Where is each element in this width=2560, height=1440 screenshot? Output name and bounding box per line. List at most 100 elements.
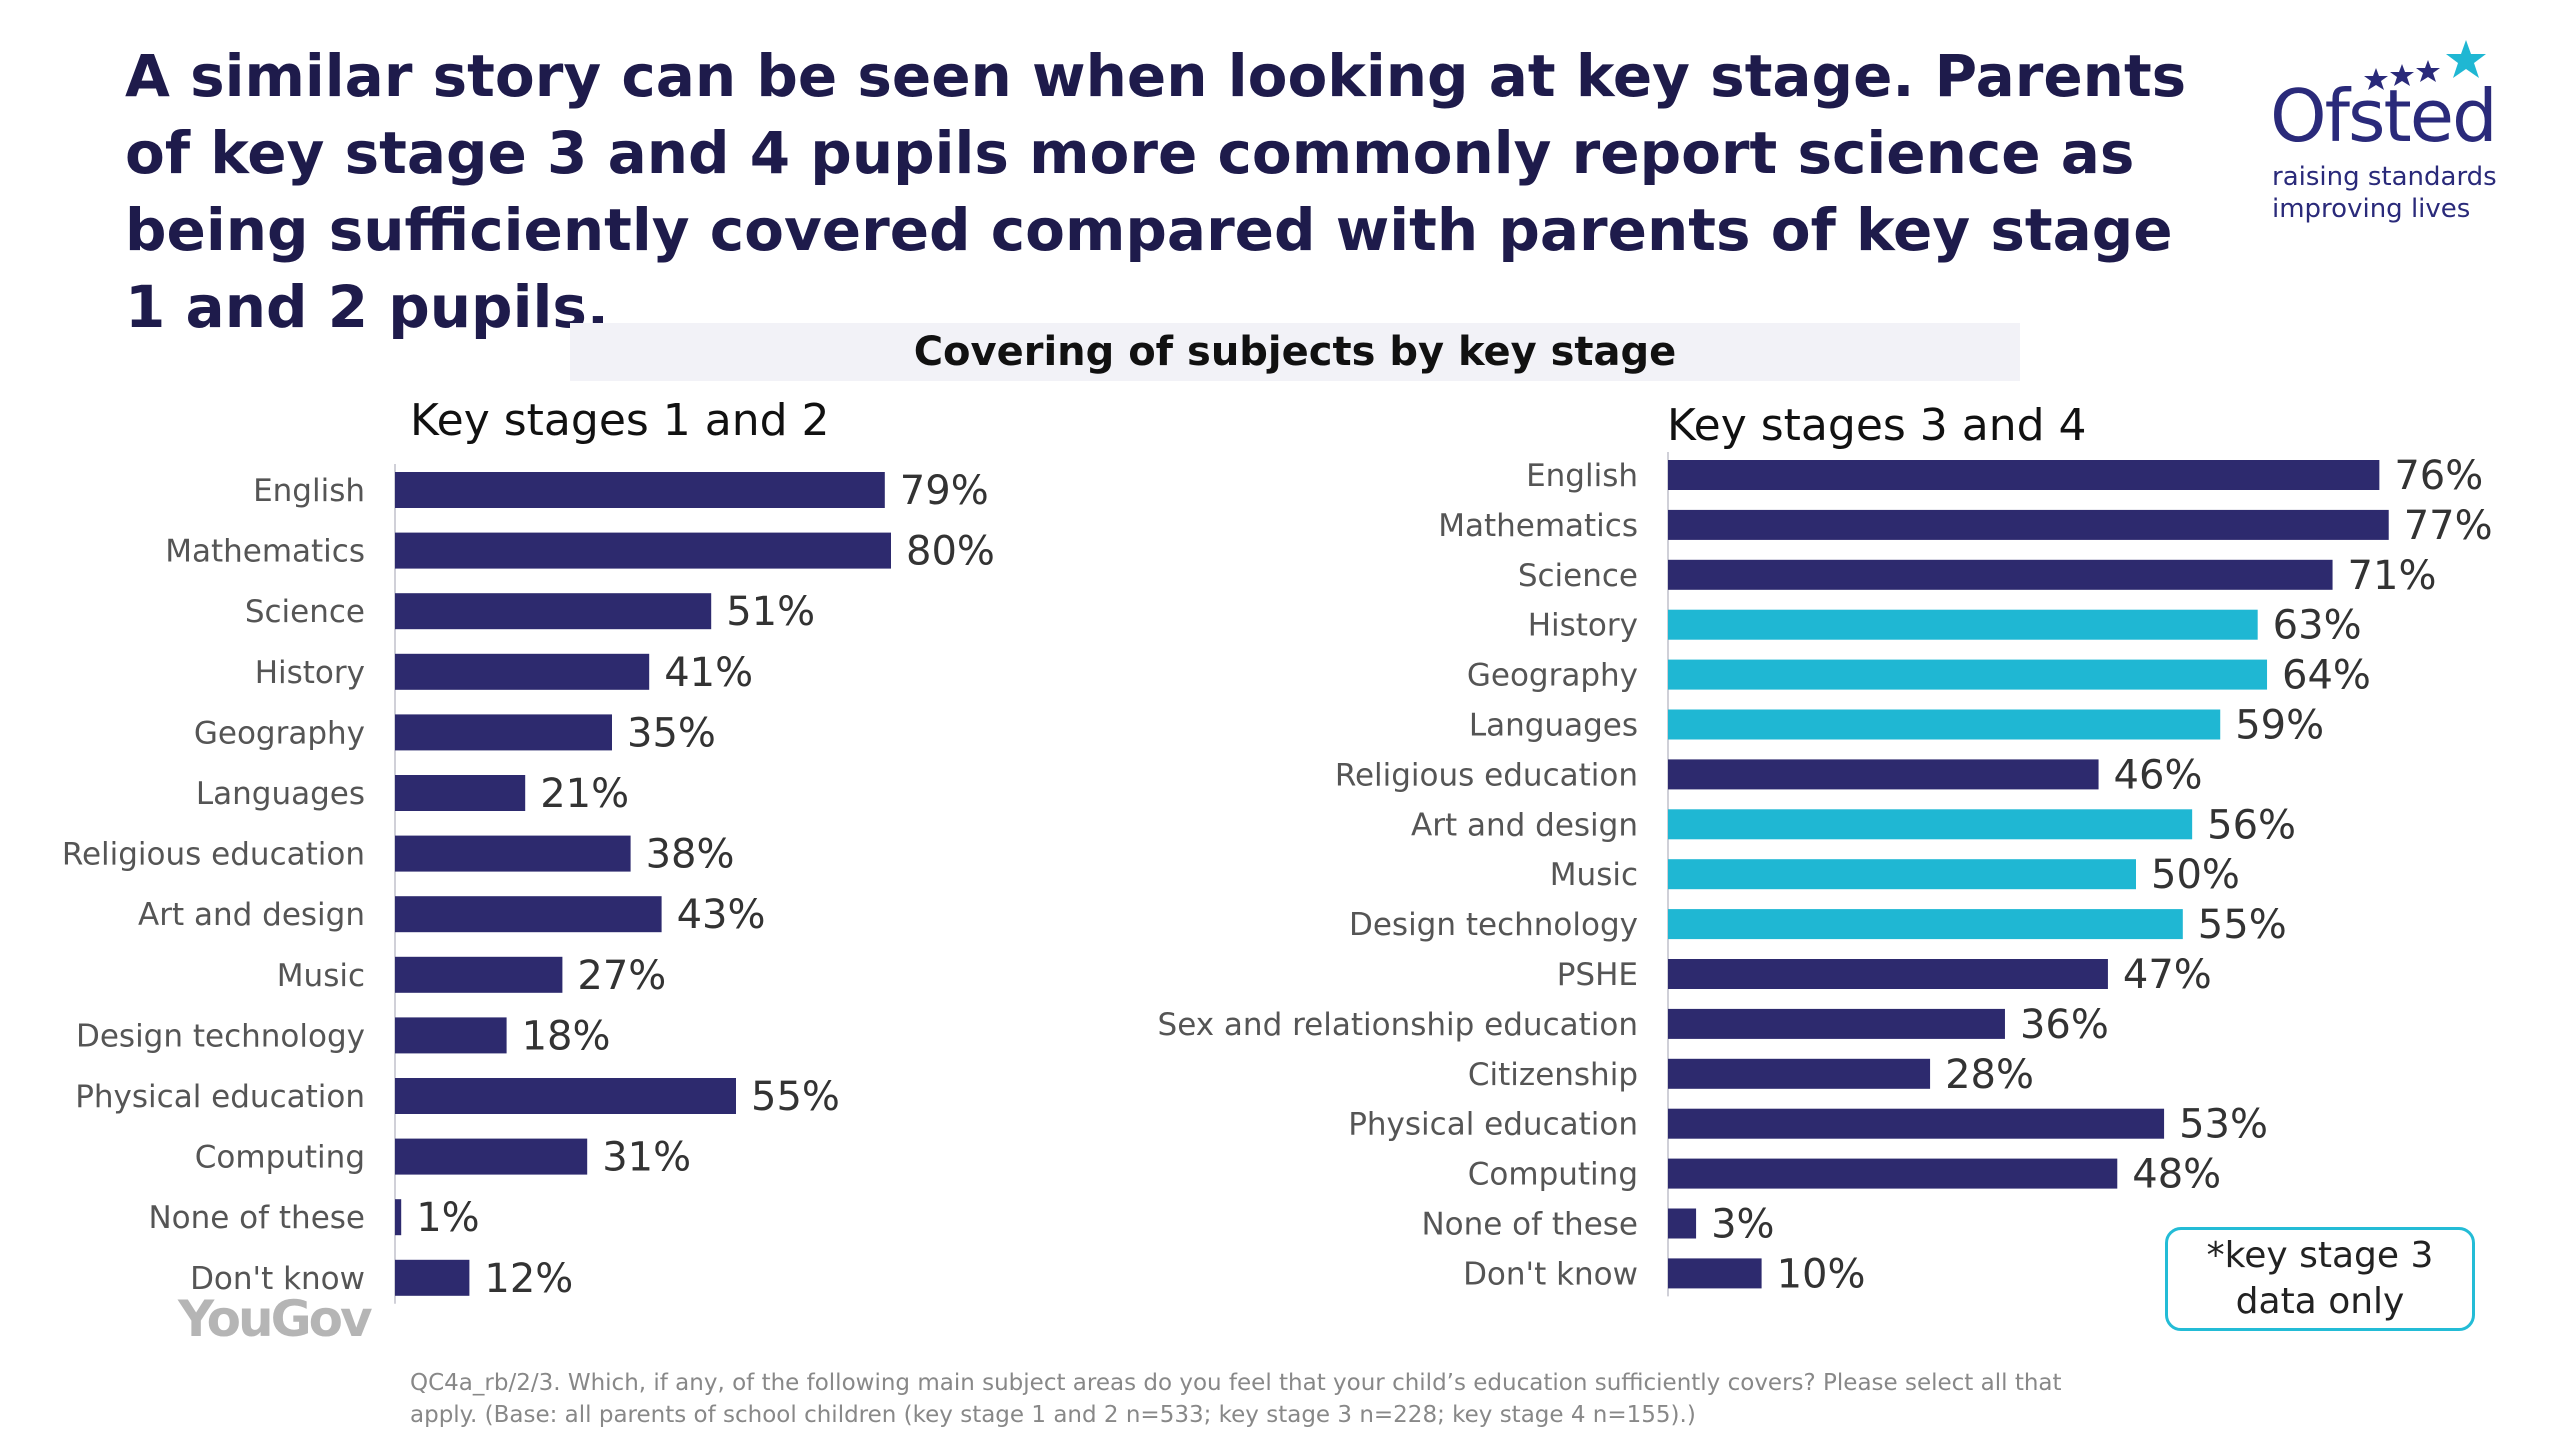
category-label: Languages xyxy=(1469,708,1638,744)
value-label: 51% xyxy=(726,589,815,635)
category-label: Design technology xyxy=(1349,907,1638,943)
category-label: Don't know xyxy=(1463,1256,1638,1292)
value-label: 80% xyxy=(906,529,995,575)
category-label: Computing xyxy=(195,1140,365,1176)
bar xyxy=(1668,609,2258,640)
bar xyxy=(1668,759,2099,790)
category-label: PSHE xyxy=(1557,957,1638,993)
value-label: 64% xyxy=(2282,653,2371,699)
bar xyxy=(395,532,891,569)
category-label: Science xyxy=(245,594,365,630)
bar xyxy=(395,1078,736,1114)
value-label: 53% xyxy=(2179,1102,2268,1148)
bar xyxy=(1668,509,2389,540)
ofsted-logo: Ofsted raising standards improving lives xyxy=(2270,40,2510,240)
category-label: Computing xyxy=(1468,1157,1638,1193)
bar xyxy=(395,472,885,508)
bar xyxy=(1668,809,2193,840)
stars-logo-icon xyxy=(2364,40,2486,90)
category-label: Citizenship xyxy=(1468,1057,1638,1093)
bar xyxy=(1668,959,2108,989)
value-label: 27% xyxy=(577,953,666,999)
category-label: Religious education xyxy=(62,837,365,873)
bar xyxy=(395,1138,588,1175)
yougov-logo: YouGov xyxy=(178,1290,373,1348)
logo-tagline-2: improving lives xyxy=(2272,194,2471,224)
bar xyxy=(395,775,526,811)
bar xyxy=(395,653,650,690)
category-label: Design technology xyxy=(76,1018,365,1054)
value-label: 46% xyxy=(2114,752,2203,798)
bar xyxy=(1668,1058,1931,1089)
category-label: None of these xyxy=(1421,1207,1638,1243)
value-label: 18% xyxy=(522,1013,611,1059)
bar xyxy=(395,714,612,751)
logo-wordmark: Ofsted xyxy=(2270,74,2498,158)
category-label: Religious education xyxy=(1335,757,1638,793)
category-label: Languages xyxy=(196,776,365,812)
value-label: 71% xyxy=(2348,553,2437,599)
category-label: Mathematics xyxy=(1438,508,1638,544)
category-label: Geography xyxy=(194,715,365,751)
value-label: 76% xyxy=(2394,453,2483,499)
chart-title: Covering of subjects by key stage xyxy=(913,329,1677,375)
bar xyxy=(1668,1008,2005,1039)
category-label: Geography xyxy=(1467,658,1638,694)
value-label: 59% xyxy=(2235,703,2324,749)
category-label: Don't know xyxy=(190,1261,365,1297)
category-label: History xyxy=(255,655,365,691)
value-label: 3% xyxy=(1711,1202,1774,1248)
bar xyxy=(1668,1258,1762,1289)
value-label: 1% xyxy=(416,1195,479,1241)
question-footnote: QC4a_rb/2/3. Which, if any, of the follo… xyxy=(410,1370,2062,1428)
value-label: 48% xyxy=(2132,1152,2221,1198)
bar xyxy=(1668,1208,1697,1239)
bar xyxy=(1668,1158,2118,1189)
key-stage-note: *key stage 3 data only xyxy=(2165,1227,2475,1331)
bar xyxy=(1668,859,2136,890)
value-label: 56% xyxy=(2207,802,2296,848)
category-label: None of these xyxy=(148,1200,365,1236)
category-label: Science xyxy=(1518,558,1638,594)
category-label: Art and design xyxy=(1411,807,1638,843)
value-label: 50% xyxy=(2151,852,2240,898)
category-label: Physical education xyxy=(1348,1107,1638,1143)
category-label: Mathematics xyxy=(165,534,365,570)
bar xyxy=(395,956,563,993)
panel-title: Key stages 3 and 4 xyxy=(1667,400,2087,451)
value-label: 47% xyxy=(2123,952,2212,998)
category-label: Physical education xyxy=(75,1079,365,1115)
value-label: 21% xyxy=(540,771,629,817)
logo-tagline-1: raising standards xyxy=(2272,162,2497,192)
category-label: History xyxy=(1528,608,1638,644)
bar xyxy=(395,835,631,872)
category-label: Music xyxy=(277,958,365,994)
category-label: English xyxy=(1526,458,1638,494)
bar xyxy=(1668,659,2268,690)
value-label: 41% xyxy=(664,650,753,696)
bar xyxy=(395,593,712,630)
bar xyxy=(1668,909,2183,940)
category-label: Sex and relationship education xyxy=(1158,1007,1638,1043)
value-label: 36% xyxy=(2020,1002,2109,1048)
value-label: 10% xyxy=(1777,1251,1866,1297)
bar xyxy=(1668,709,2221,740)
value-label: 31% xyxy=(602,1135,691,1181)
bar xyxy=(395,1017,507,1054)
value-label: 38% xyxy=(646,832,735,878)
value-label: 63% xyxy=(2273,603,2362,649)
bar xyxy=(1668,1108,2165,1139)
value-label: 28% xyxy=(1945,1052,2034,1098)
bar xyxy=(395,1259,470,1296)
value-label: 35% xyxy=(627,710,716,756)
bar xyxy=(1668,559,2333,590)
bar xyxy=(395,1199,402,1236)
panel-title: Key stages 1 and 2 xyxy=(410,395,830,446)
bar xyxy=(395,896,662,933)
value-label: 55% xyxy=(2198,902,2287,948)
value-label: 55% xyxy=(751,1074,840,1120)
value-label: 77% xyxy=(2404,503,2493,549)
value-label: 12% xyxy=(484,1256,573,1302)
category-label: Music xyxy=(1550,857,1638,893)
